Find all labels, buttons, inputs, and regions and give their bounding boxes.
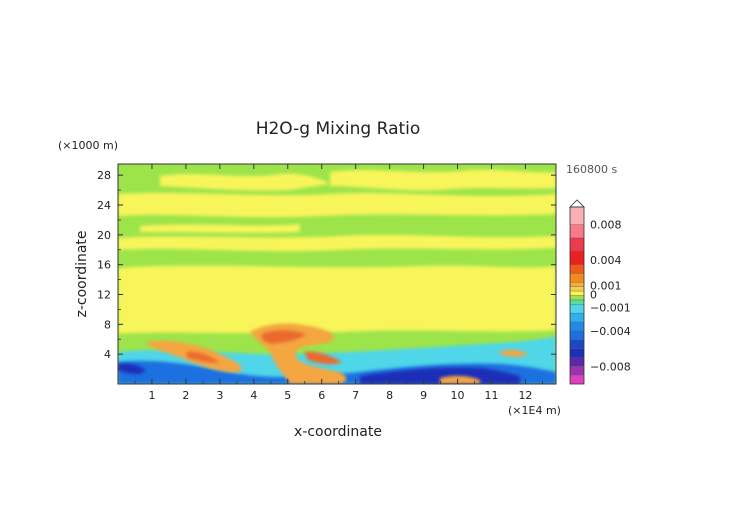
x-unit-label: (×1E4 m) bbox=[508, 404, 561, 417]
x-tick-label: 4 bbox=[250, 389, 257, 402]
time-label: 160800 s bbox=[566, 163, 617, 176]
y-tick-label: 8 bbox=[104, 318, 111, 331]
colorbar-label: 0.004 bbox=[590, 254, 622, 267]
x-tick-label: 3 bbox=[216, 389, 223, 402]
colorbar-segment bbox=[570, 304, 584, 314]
colorbar-segment bbox=[570, 282, 584, 287]
dark-orange-regions bbox=[186, 330, 342, 365]
colorbar-segment bbox=[570, 286, 584, 292]
y-tick-label: 16 bbox=[97, 259, 111, 272]
x-tick-label: 1 bbox=[148, 389, 155, 402]
colorbar-segment bbox=[570, 224, 584, 238]
colorbar-label: −0.001 bbox=[590, 301, 631, 314]
colorbar-segment bbox=[570, 251, 584, 265]
y-tick-label: 20 bbox=[97, 229, 111, 242]
x-tick-label: 12 bbox=[518, 389, 532, 402]
x-tick-label: 10 bbox=[451, 389, 465, 402]
colorbar-segment bbox=[570, 264, 584, 274]
y-tick-label: 24 bbox=[97, 199, 111, 212]
x-axis-label: x-coordinate bbox=[294, 424, 382, 440]
x-tick-label: 5 bbox=[284, 389, 291, 402]
colorbar-segment bbox=[570, 357, 584, 367]
colorbar-label: −0.004 bbox=[590, 325, 631, 338]
x-tick-label: 11 bbox=[484, 389, 498, 402]
colorbar-segment bbox=[570, 366, 584, 376]
colorbar-label: 0.001 bbox=[590, 280, 622, 293]
x-tick-label: 6 bbox=[318, 389, 325, 402]
plot-frame bbox=[117, 163, 557, 385]
contour-field bbox=[118, 164, 556, 384]
x-tick-label: 8 bbox=[386, 389, 393, 402]
dark-blue-regions bbox=[118, 363, 520, 384]
colorbar-segment bbox=[570, 348, 584, 358]
colorbar-frame bbox=[569, 206, 585, 385]
colorbar-label: 0.008 bbox=[590, 219, 622, 232]
y-axis-label: z-coordinate bbox=[74, 230, 90, 317]
colorbar-top-arrow bbox=[569, 199, 585, 208]
colorbar-label: −0.008 bbox=[590, 360, 631, 373]
colorbar-segment bbox=[570, 237, 584, 252]
y-tick-label: 12 bbox=[97, 289, 111, 302]
colorbar-segment bbox=[570, 273, 584, 283]
colorbar-segment bbox=[570, 291, 584, 296]
colorbar-segment bbox=[570, 295, 584, 300]
colorbar-segment bbox=[570, 207, 584, 225]
y-unit-label: (×1000 m) bbox=[58, 139, 118, 152]
colorbar-segment bbox=[570, 375, 584, 384]
x-axis-ticks: 1 2 3 4 5 6 7 8 9 10 11 12 bbox=[134, 164, 543, 402]
colorbar-segment bbox=[570, 322, 584, 331]
colorbar-segment bbox=[570, 313, 584, 323]
x-tick-label: 9 bbox=[420, 389, 427, 402]
colorbar-segment bbox=[570, 339, 584, 349]
colorbar-segment bbox=[570, 299, 584, 305]
x-tick-label: 2 bbox=[182, 389, 189, 402]
y-tick-label: 4 bbox=[104, 348, 111, 361]
colorbar-label: 0 bbox=[590, 289, 597, 302]
y-axis-ticks: 4 8 12 16 20 24 28 bbox=[97, 169, 556, 370]
chart-title: H2O-g Mixing Ratio bbox=[256, 119, 421, 139]
colorbar-segments bbox=[570, 206, 584, 384]
yellow-regions bbox=[118, 169, 556, 334]
colorbar-segment bbox=[570, 330, 584, 340]
y-tick-label: 28 bbox=[97, 169, 111, 182]
x-tick-label: 7 bbox=[352, 389, 359, 402]
